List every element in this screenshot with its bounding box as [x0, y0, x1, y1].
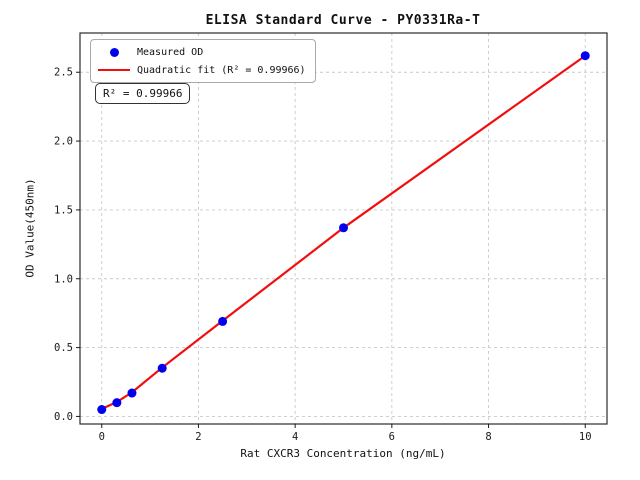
measured-od-point: [127, 388, 137, 398]
scatter-dot-icon: [109, 47, 119, 57]
x-tick-label: 10: [579, 431, 592, 443]
x-tick-label: 0: [99, 431, 105, 443]
measured-od-point: [580, 51, 590, 61]
axes-frame: [79, 32, 608, 425]
measured-od-point: [112, 398, 122, 408]
r-squared-annotation: R² = 0.99966: [95, 83, 191, 104]
legend-swatch: [97, 47, 131, 57]
legend: Measured OD Quadratic fit (R² = 0.99966): [90, 39, 316, 83]
y-tick-label: 1.5: [54, 204, 73, 216]
fit-line-icon: [98, 69, 130, 71]
y-tick-label: 0.5: [54, 342, 73, 354]
legend-item-quadratic-fit: Quadratic fit (R² = 0.99966): [97, 61, 306, 79]
x-axis-label: Rat CXCR3 Concentration (ng/mL): [240, 447, 446, 460]
legend-label-quadratic-fit: Quadratic fit (R² = 0.99966): [137, 64, 306, 76]
legend-label-measured-od: Measured OD: [137, 46, 204, 58]
x-tick-label: 4: [292, 431, 298, 443]
x-tick-label: 6: [389, 431, 395, 443]
y-tick-label: 1.0: [54, 273, 73, 285]
y-tick-label: 0.0: [54, 411, 73, 423]
y-tick-label: 2.0: [54, 136, 73, 148]
legend-swatch: [97, 69, 131, 71]
measured-od-point: [339, 223, 348, 233]
measured-od-point: [157, 363, 167, 373]
y-axis-label: OD Value(450nm): [23, 178, 37, 278]
y-tick-label: 2.5: [54, 67, 73, 79]
measured-od-point: [97, 405, 107, 415]
legend-item-measured-od: Measured OD: [97, 43, 306, 61]
measured-od-point: [218, 316, 228, 326]
x-tick-label: 8: [485, 431, 491, 443]
chart-title: ELISA Standard Curve - PY0331Ra-T: [205, 13, 481, 28]
x-tick-label: 2: [195, 431, 201, 443]
